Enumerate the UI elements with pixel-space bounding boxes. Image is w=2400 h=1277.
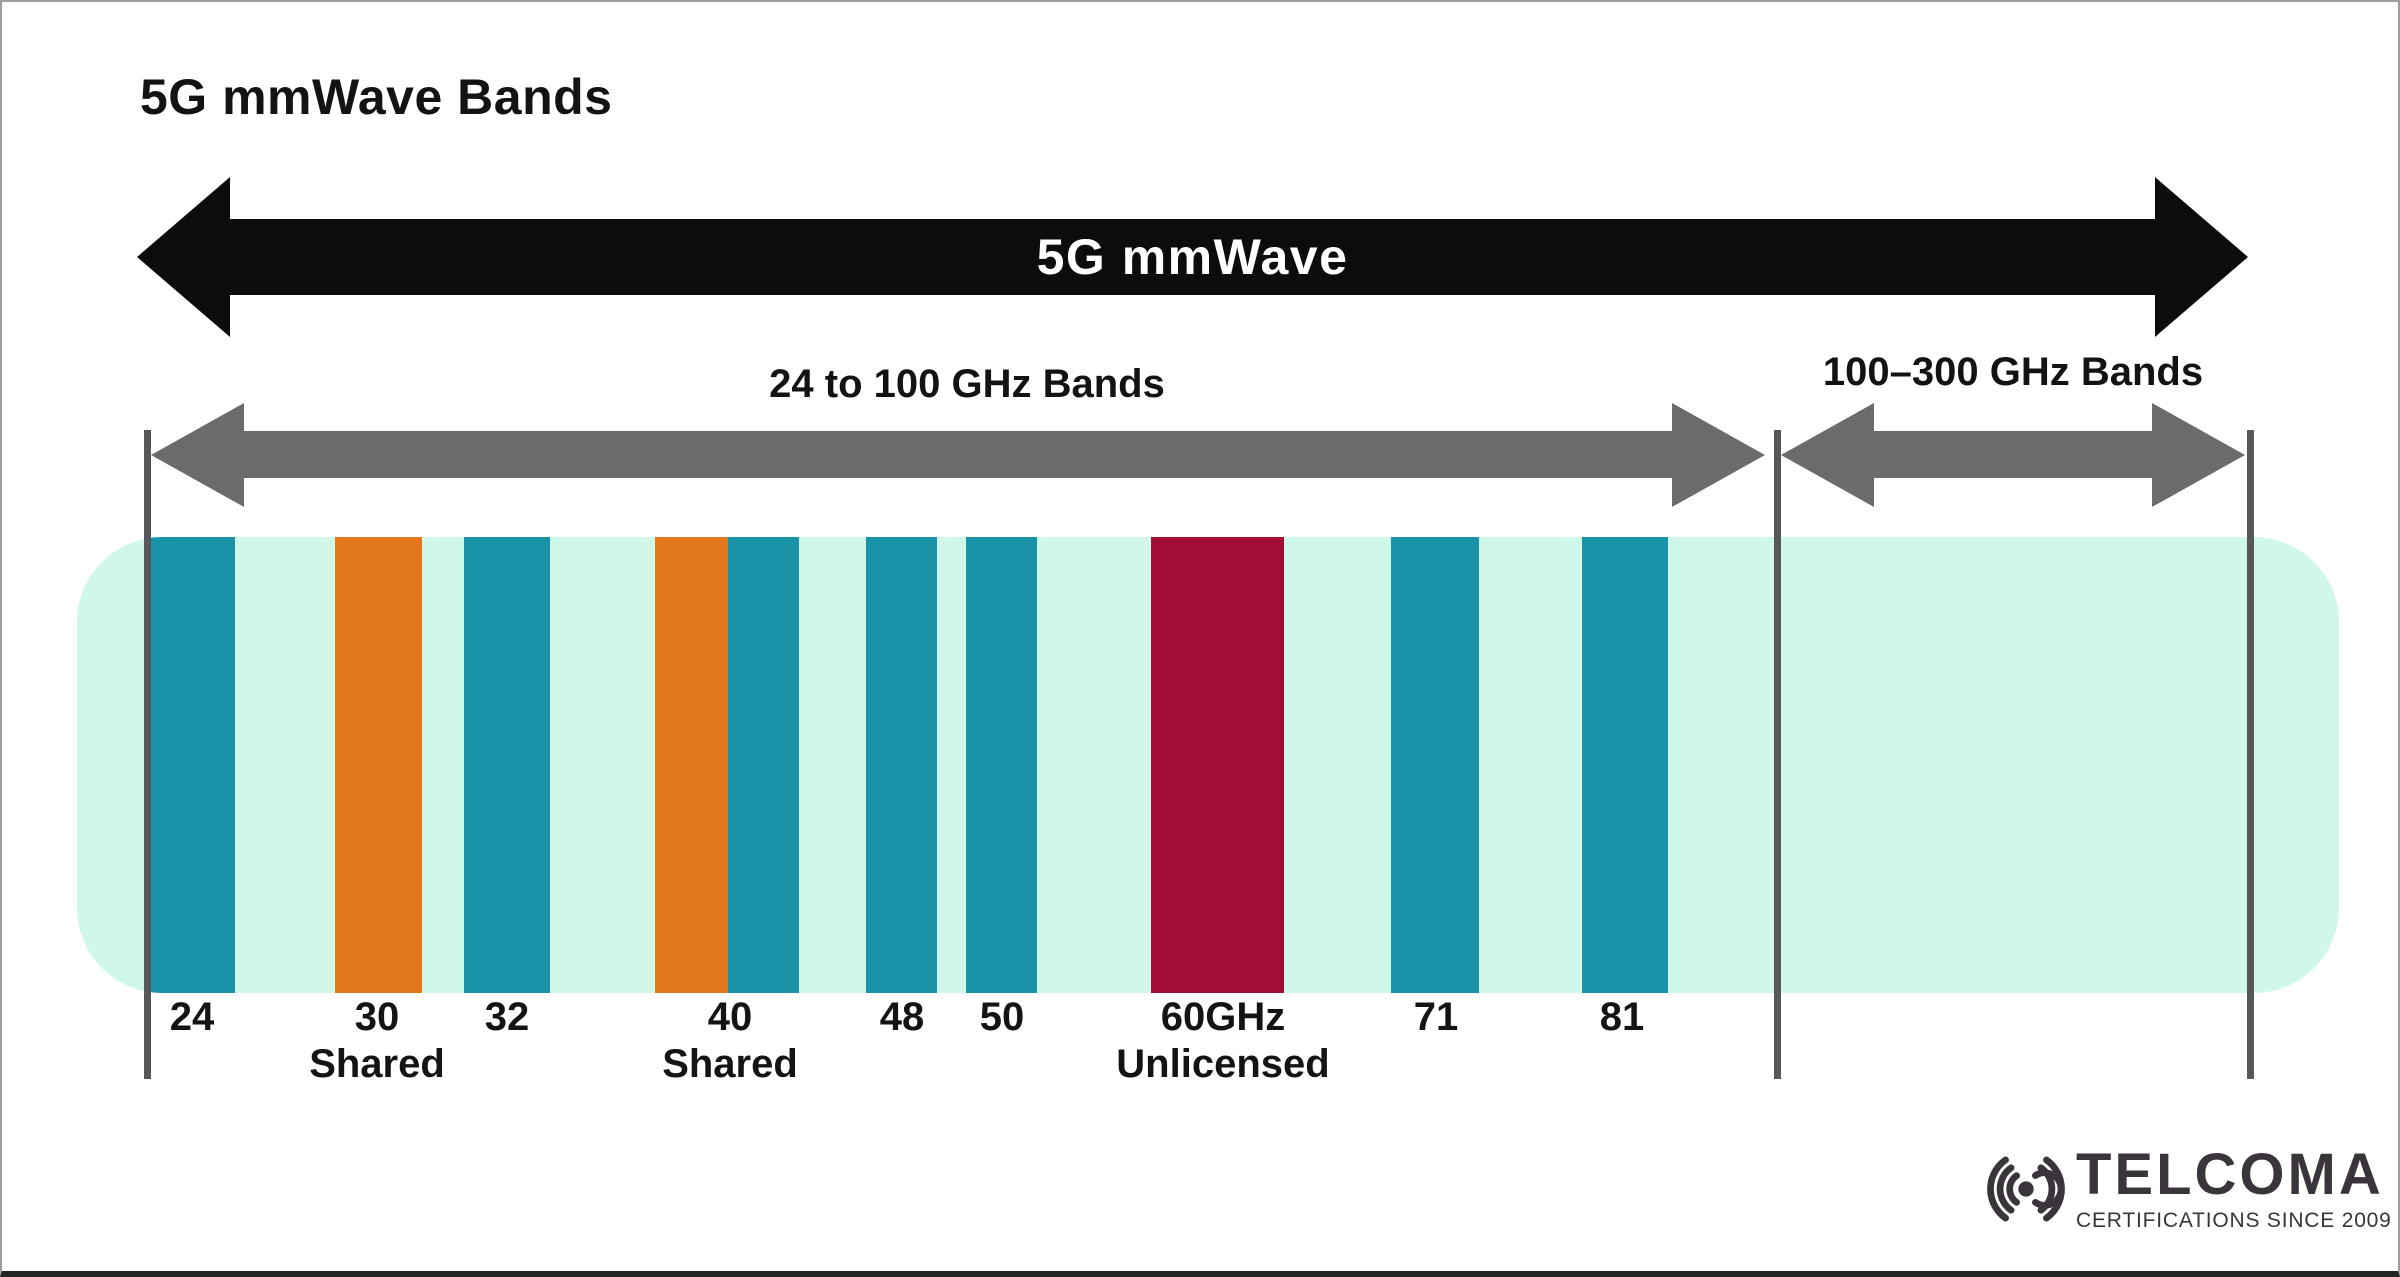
band-label-71: 71 (1413, 995, 1459, 1039)
marker-100ghz (1774, 430, 1781, 1079)
band-label-60ghz: 60GHz Unlicensed (1116, 995, 1330, 1086)
arrow-right-head-icon (2152, 402, 2245, 507)
band-label-81: 81 (1599, 995, 1645, 1039)
marker-24ghz (144, 430, 151, 1079)
brand-tagline: CERTIFICATIONS SINCE 2009 (2076, 1209, 2392, 1232)
arrow-right-head-icon (2155, 177, 2248, 337)
range-label-24-100ghz: 24 to 100 GHz Bands (769, 362, 1165, 406)
range-arrow-24-100ghz (151, 402, 1765, 507)
band-bar-24 (150, 537, 235, 993)
range-arrow-shaft (1874, 431, 2152, 478)
arrow-left-head-icon (1781, 402, 1874, 507)
marker-300ghz (2247, 430, 2254, 1079)
logo-text: TELCOMA CERTIFICATIONS SINCE 2009 (2076, 1142, 2392, 1232)
band-label-32: 32 (484, 995, 530, 1039)
arrow-right-head-icon (1672, 402, 1765, 507)
band-bar-48 (866, 537, 937, 993)
band-bar-50 (966, 537, 1037, 993)
band-bar-60ghz (1151, 537, 1284, 993)
band-label-40: 40 Shared (662, 995, 798, 1086)
range-arrow-100-300ghz (1781, 402, 2245, 507)
band-bar-32 (464, 537, 550, 993)
band-label-24: 24 (169, 995, 215, 1039)
arrow-left-head-icon (151, 402, 244, 507)
radio-waves-icon (1987, 1156, 2065, 1221)
mmwave-full-range-arrow: 5G mmWave (137, 177, 2248, 337)
band-bar-40 (655, 537, 728, 993)
band-bar-81 (1582, 537, 1668, 993)
mmwave-arrow-shaft: 5G mmWave (230, 219, 2155, 295)
spectrum-band (77, 537, 2339, 993)
telcoma-logo: TELCOMA CERTIFICATIONS SINCE 2009 (1978, 1146, 2392, 1231)
band-label-30: 30 Shared (309, 995, 445, 1086)
mmwave-arrow-label: 5G mmWave (1036, 229, 1349, 285)
band-bar-30 (335, 537, 422, 993)
range-label-100-300ghz: 100–300 GHz Bands (1822, 350, 2204, 394)
band-label-48: 48 (879, 995, 925, 1039)
arrow-left-head-icon (137, 177, 230, 337)
band-bar-aux (728, 537, 799, 993)
page-title: 5G mmWave Bands (140, 69, 613, 125)
range-arrow-shaft (244, 431, 1672, 478)
band-label-50: 50 (979, 995, 1025, 1039)
band-bar-71 (1391, 537, 1479, 993)
brand-name: TELCOMA (2076, 1142, 2384, 1207)
